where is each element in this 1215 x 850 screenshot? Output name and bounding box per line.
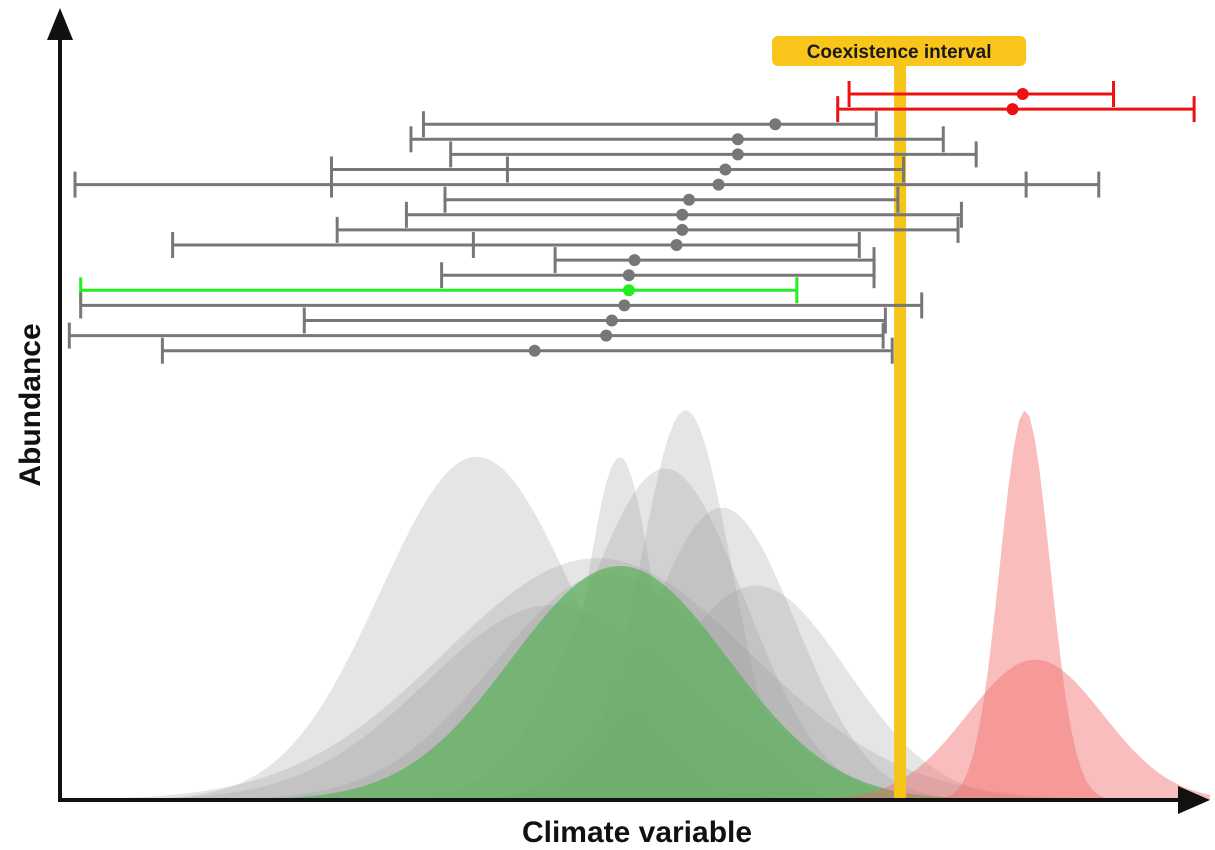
interval-row-grey xyxy=(171,232,861,258)
abundance-curves xyxy=(75,410,1210,800)
interval-row-grey xyxy=(421,111,878,138)
interval-row-grey xyxy=(440,262,876,289)
interval-row-grey xyxy=(449,141,978,168)
coexistence-interval xyxy=(894,60,907,802)
interval-row-grey xyxy=(553,247,876,274)
interval-row-grey xyxy=(160,337,894,364)
x-axis-label: Climate variable xyxy=(522,816,752,849)
interval-optimum-point xyxy=(1016,88,1029,100)
interval-row-green xyxy=(79,277,799,304)
interval-row-grey xyxy=(409,126,945,153)
interval-row-red xyxy=(847,81,1116,107)
interval-optimum-point xyxy=(605,314,618,327)
interval-optimum-point xyxy=(622,284,635,297)
coexistence-label-background xyxy=(772,36,1027,66)
interval-optimum-point xyxy=(719,163,732,176)
abundance-curve-red-11 xyxy=(75,659,1210,800)
interval-optimum-point xyxy=(731,148,744,161)
interval-optimum-point xyxy=(600,329,613,342)
interval-optimum-point xyxy=(769,118,782,131)
interval-row-grey xyxy=(302,307,887,334)
interval-optimum-point xyxy=(731,133,744,146)
abundance-curve-green-9 xyxy=(75,566,1210,800)
interval-optimum-point xyxy=(622,269,635,282)
interval-optimum-point xyxy=(528,344,541,357)
interval-optimum-point xyxy=(628,254,641,267)
coexistence-label: Coexistence interval xyxy=(807,42,992,63)
interval-optimum-point xyxy=(670,239,683,251)
interval-optimum-point xyxy=(676,208,689,221)
y-axis-label: Abundance xyxy=(14,323,47,486)
coexistence-line xyxy=(894,60,907,802)
interval-row-red xyxy=(836,96,1196,123)
interval-row-grey xyxy=(79,292,924,319)
tolerance-intervals xyxy=(67,81,1196,364)
abundance-curve-grey-0 xyxy=(75,456,1210,800)
interval-optimum-point xyxy=(1006,103,1019,116)
interval-row-grey xyxy=(73,171,1101,198)
interval-row-grey xyxy=(330,156,906,183)
interval-optimum-point xyxy=(712,178,725,191)
interval-optimum-point xyxy=(618,299,631,312)
interval-row-grey xyxy=(404,201,963,228)
interval-row-grey xyxy=(335,216,960,243)
y-axis-arrow-icon xyxy=(47,8,73,40)
interval-optimum-point xyxy=(683,193,696,206)
x-axis-arrow-icon xyxy=(1178,786,1210,814)
axes: Climate variable Abundance xyxy=(14,8,1210,849)
interval-row-grey xyxy=(443,186,900,213)
interval-row-grey xyxy=(67,322,885,349)
interval-optimum-point xyxy=(676,223,689,236)
